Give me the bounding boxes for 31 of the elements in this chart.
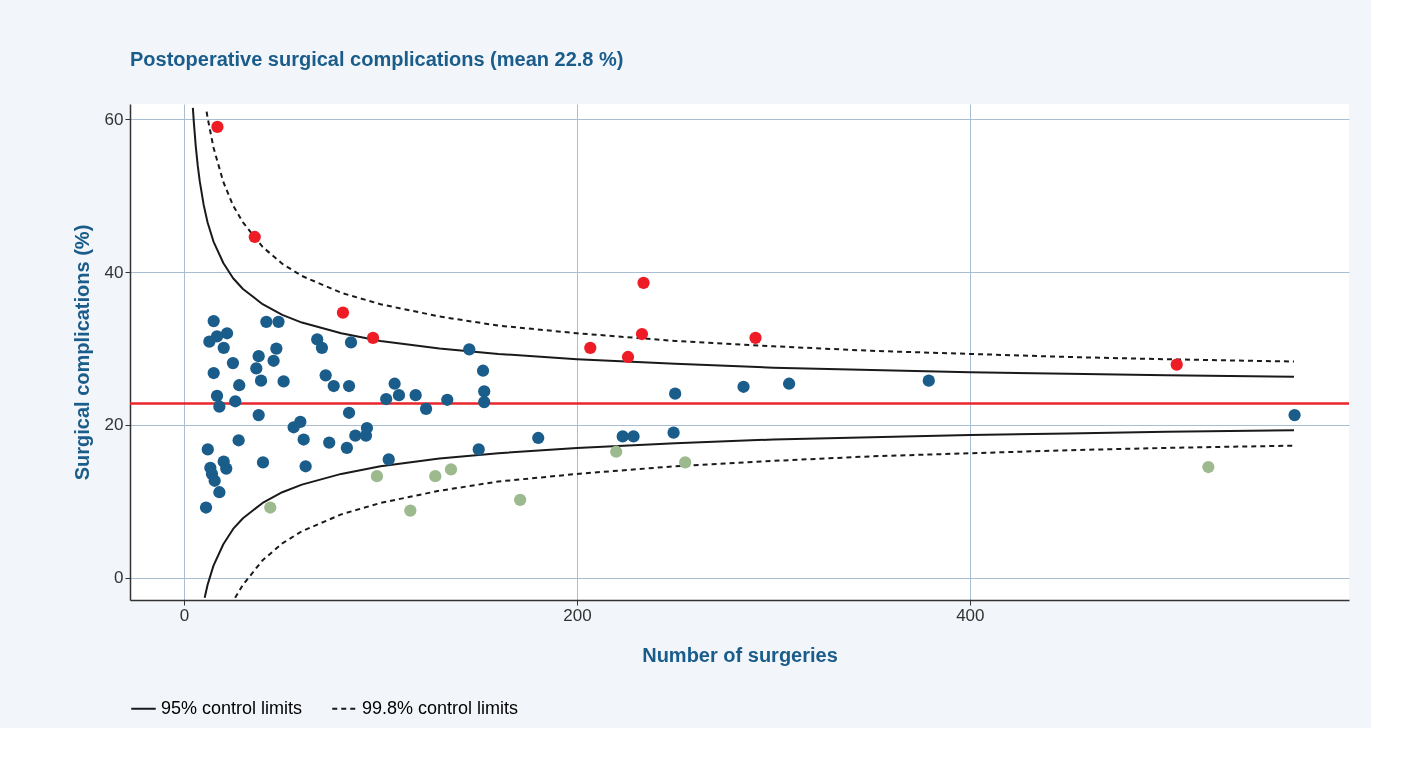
x-tick-label: 200 [563, 605, 592, 625]
point [584, 341, 597, 354]
point [404, 504, 417, 517]
point [429, 470, 442, 483]
point [621, 350, 635, 364]
y-tick-label: 40 [104, 262, 124, 282]
legend-label: 95% control limits [161, 697, 303, 718]
y-tick-label: 20 [104, 415, 124, 435]
y-tick-label: 60 [104, 109, 124, 129]
point [336, 306, 350, 319]
point [635, 327, 649, 341]
x-tick-label: 400 [956, 605, 985, 625]
y-axis-title: Surgical complications (%) [70, 224, 93, 481]
chart-title: Postoperative surgical complications (mean 22.8 %) [130, 48, 624, 70]
y-tick-label: 0 [114, 568, 124, 588]
point [1170, 358, 1183, 371]
point [610, 445, 623, 458]
x-axis-title: Number of surgeries [642, 643, 838, 666]
x-tick-label: 0 [179, 605, 190, 625]
point [211, 120, 224, 134]
point [444, 463, 458, 476]
point [264, 501, 277, 514]
point [749, 331, 762, 344]
point [248, 230, 261, 244]
point [366, 331, 380, 344]
point [1202, 460, 1215, 474]
point [679, 456, 692, 469]
point [637, 276, 650, 289]
legend-label: 99.8% control limits [362, 697, 519, 718]
point [514, 493, 527, 506]
point [370, 470, 384, 483]
